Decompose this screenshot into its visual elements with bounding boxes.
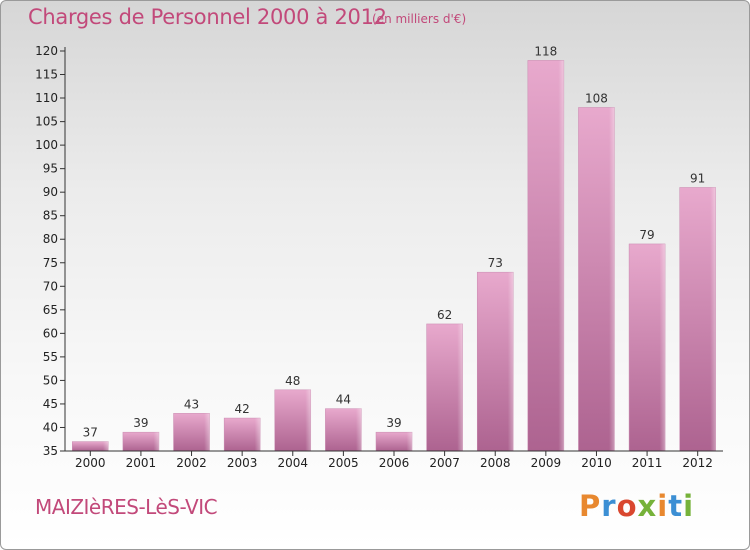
x-tick-label: 2000 [75, 456, 106, 470]
logo-letter: o [616, 489, 638, 523]
x-tick-label: 2007 [429, 456, 460, 470]
x-tick-label: 2006 [379, 456, 410, 470]
x-tick-label: 2008 [480, 456, 511, 470]
bar-highlight [173, 413, 210, 451]
bar-group: 73 [476, 256, 514, 452]
x-tick-label: 2010 [581, 456, 612, 470]
bar-group: 118 [527, 44, 565, 452]
bar-value-label: 62 [437, 308, 452, 322]
bar-highlight [527, 60, 564, 451]
x-tick-label: 2011 [632, 456, 663, 470]
y-tick-label: 95 [43, 162, 58, 176]
x-tick-label: 2002 [176, 456, 207, 470]
y-tick-label: 105 [35, 115, 58, 129]
y-tick-label: 60 [43, 326, 58, 340]
bar-group: 44 [325, 393, 362, 452]
bar-group: 37 [72, 426, 109, 452]
bar-value-label: 39 [386, 416, 401, 430]
y-tick-label: 110 [35, 91, 58, 105]
bar-group: 79 [628, 228, 666, 452]
bar-value-label: 43 [184, 397, 199, 411]
bar-value-label: 37 [83, 426, 98, 440]
y-tick-label: 70 [43, 279, 58, 293]
bar-group: 108 [578, 91, 615, 452]
bar-group: 43 [173, 397, 210, 452]
bar-highlight [274, 389, 311, 451]
y-axis: 35 40 45 50 55 60 65 70 75 80 85 90 95 100 105 110 115 12… [35, 44, 66, 458]
bar-value-label: 73 [488, 256, 503, 270]
y-tick-label: 115 [35, 68, 58, 82]
bar-highlight [325, 408, 362, 451]
logo-letter: P [579, 489, 602, 523]
bar-highlight [72, 441, 109, 451]
x-tick-label: 2005 [328, 456, 359, 470]
logo-letter: x [637, 489, 658, 523]
y-tick-label: 90 [43, 185, 58, 199]
logo-letter: r [601, 489, 617, 523]
y-tick-label: 45 [43, 397, 58, 411]
bar-value-label: 108 [585, 91, 608, 105]
y-tick-label: 35 [43, 444, 58, 458]
bar-highlight [629, 243, 666, 451]
bar-value-label: 91 [690, 171, 705, 185]
y-tick-label: 55 [43, 350, 58, 364]
bar-value-label: 118 [534, 44, 557, 58]
bar-value-label: 42 [235, 402, 250, 416]
x-tick-label: 2003 [227, 456, 258, 470]
bar-highlight [426, 323, 463, 451]
bar-highlight [578, 107, 615, 452]
y-tick-label: 85 [43, 209, 58, 223]
y-tick-label: 65 [43, 303, 58, 317]
x-tick-label: 2001 [126, 456, 157, 470]
commune-name: MAIZIèRES-LèS-VIC [35, 495, 218, 519]
y-tick-label: 100 [35, 138, 58, 152]
logo-letter: t [668, 489, 684, 523]
bar-value-label: 48 [285, 374, 300, 388]
bar-value-label: 44 [336, 393, 351, 407]
bar-value-label: 39 [133, 416, 148, 430]
chart-unit: (en milliers d'€) [372, 12, 467, 26]
x-axis: 2000 2001 2002 2003 2004 2005 2006 2007 2008 2009… [65, 450, 723, 470]
bar-highlight [679, 187, 716, 451]
bars: 37 39 43 42 48 44 39 62 73 118 108 79 91 [72, 44, 716, 452]
chart-title: Charges de Personnel 2000 à 2012 [28, 5, 387, 29]
y-tick-label: 75 [43, 256, 58, 270]
x-tick-label: 2012 [682, 456, 713, 470]
bar-highlight [477, 272, 514, 451]
logo-letter: i [683, 489, 695, 523]
bar-highlight [224, 418, 261, 451]
y-tick-label: 120 [35, 44, 58, 58]
proxiti-logo: Proxiti [579, 489, 694, 523]
y-tick-label: 50 [43, 373, 58, 387]
bar-highlight [376, 432, 412, 451]
y-tick-label: 80 [43, 232, 58, 246]
x-tick-label: 2009 [531, 456, 562, 470]
bar-group: 42 [223, 402, 261, 452]
y-tick-label: 40 [43, 420, 58, 434]
bar-group: 62 [426, 308, 463, 452]
x-tick-label: 2004 [277, 456, 308, 470]
bar-group: 91 [679, 171, 716, 452]
bar-highlight [122, 432, 159, 451]
bar-group: 48 [274, 374, 312, 452]
logo-letter: i [657, 489, 669, 523]
bar-group: 39 [375, 416, 413, 452]
bar-value-label: 79 [639, 228, 654, 242]
bar-group: 39 [122, 416, 160, 452]
